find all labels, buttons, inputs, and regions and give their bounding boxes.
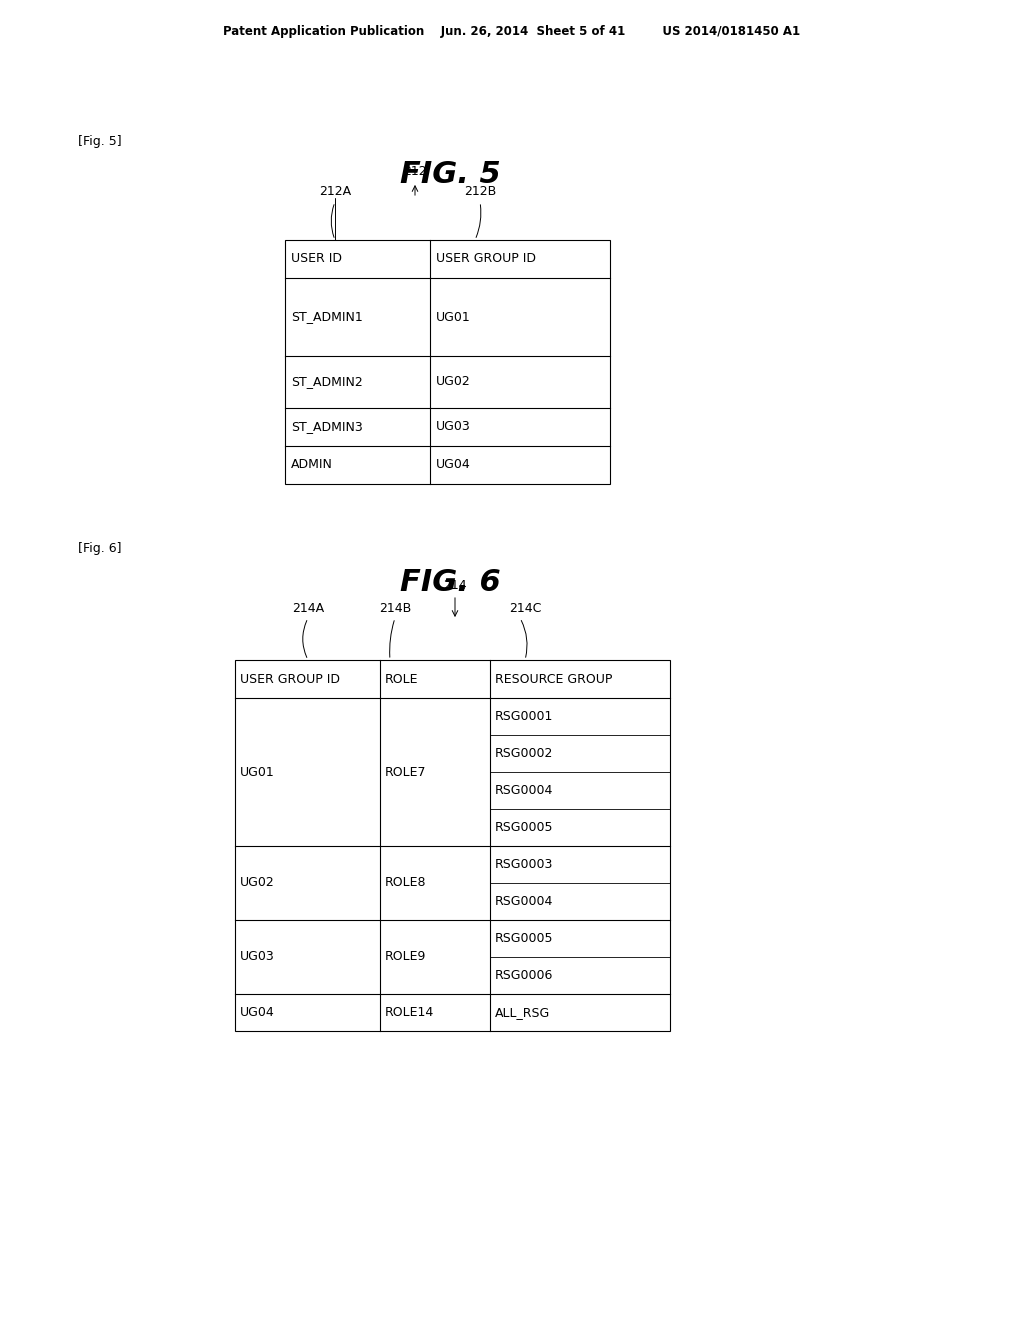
- Text: RSG0001: RSG0001: [495, 710, 553, 723]
- Text: ST_ADMIN2: ST_ADMIN2: [291, 375, 362, 388]
- Text: ST_ADMIN3: ST_ADMIN3: [291, 421, 362, 433]
- Text: ST_ADMIN1: ST_ADMIN1: [291, 310, 362, 323]
- Text: RSG0002: RSG0002: [495, 747, 553, 760]
- Text: RSG0004: RSG0004: [495, 784, 553, 797]
- Text: ROLE: ROLE: [385, 672, 419, 685]
- Text: UG02: UG02: [240, 876, 274, 890]
- Text: FIG. 6: FIG. 6: [399, 568, 501, 597]
- Text: 212A: 212A: [318, 185, 351, 198]
- Text: UG03: UG03: [436, 421, 471, 433]
- Text: RSG0005: RSG0005: [495, 821, 554, 834]
- Text: USER ID: USER ID: [291, 252, 342, 265]
- Text: UG04: UG04: [436, 458, 471, 471]
- Text: ADMIN: ADMIN: [291, 458, 333, 471]
- Text: UG04: UG04: [240, 1006, 274, 1019]
- Text: RSG0005: RSG0005: [495, 932, 554, 945]
- Text: FIG. 5: FIG. 5: [399, 160, 501, 189]
- Bar: [234, 660, 670, 1031]
- Text: ROLE9: ROLE9: [385, 950, 426, 964]
- Text: RESOURCE GROUP: RESOURCE GROUP: [495, 672, 612, 685]
- Text: 214C: 214C: [509, 602, 542, 615]
- Text: 212B: 212B: [464, 185, 496, 198]
- Text: UG02: UG02: [436, 375, 471, 388]
- Text: RSG0006: RSG0006: [495, 969, 553, 982]
- Bar: [285, 240, 610, 484]
- Text: UG03: UG03: [240, 950, 274, 964]
- Text: RSG0003: RSG0003: [495, 858, 553, 871]
- Text: ROLE7: ROLE7: [385, 766, 427, 779]
- Text: 214B: 214B: [379, 602, 411, 615]
- Text: 212: 212: [403, 165, 427, 178]
- Text: UG01: UG01: [436, 310, 471, 323]
- Text: ROLE8: ROLE8: [385, 876, 427, 890]
- Text: USER GROUP ID: USER GROUP ID: [436, 252, 536, 265]
- Text: [Fig. 6]: [Fig. 6]: [78, 543, 122, 554]
- Text: ROLE14: ROLE14: [385, 1006, 434, 1019]
- Text: 214: 214: [443, 579, 467, 591]
- Text: ALL_RSG: ALL_RSG: [495, 1006, 550, 1019]
- Text: RSG0004: RSG0004: [495, 895, 553, 908]
- Text: [Fig. 5]: [Fig. 5]: [78, 135, 122, 148]
- Text: USER GROUP ID: USER GROUP ID: [240, 672, 340, 685]
- Text: 214A: 214A: [292, 602, 324, 615]
- Text: Patent Application Publication    Jun. 26, 2014  Sheet 5 of 41         US 2014/0: Patent Application Publication Jun. 26, …: [223, 25, 801, 38]
- Text: UG01: UG01: [240, 766, 274, 779]
